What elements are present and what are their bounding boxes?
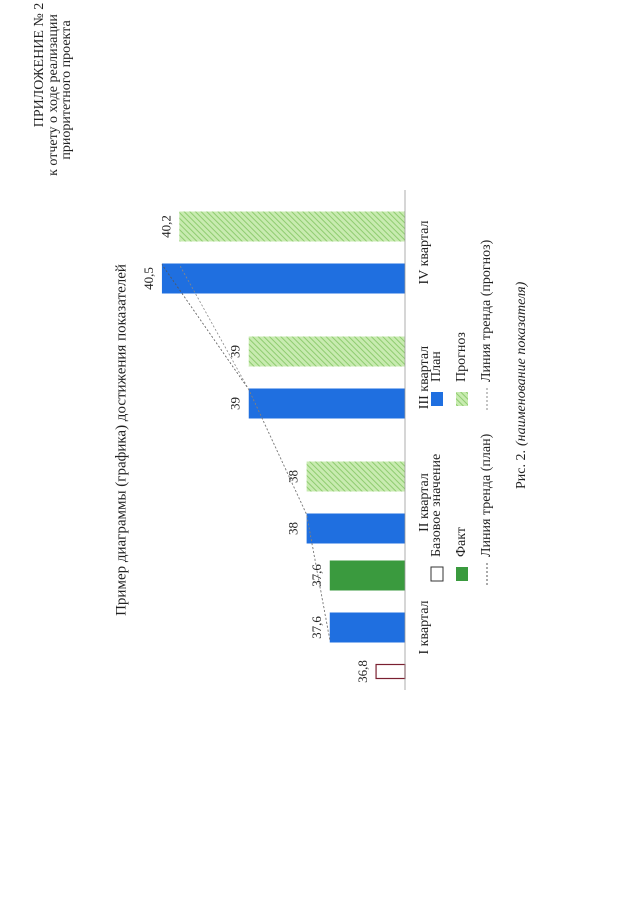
bar bbox=[248, 388, 405, 419]
header-line: к отчету о ходе реализации bbox=[46, 14, 61, 176]
legend-label: План bbox=[429, 351, 444, 382]
x-tick-label: I квартал bbox=[417, 600, 432, 654]
x-tick-label: IV квартал bbox=[417, 221, 432, 285]
bar bbox=[161, 263, 405, 294]
data-label: 36,8 bbox=[355, 660, 370, 683]
legend-label: Факт bbox=[454, 527, 469, 557]
bar bbox=[329, 612, 405, 643]
trend-line bbox=[161, 264, 331, 640]
trend-line bbox=[178, 264, 331, 640]
data-label: 39 bbox=[228, 397, 243, 410]
legend-swatch bbox=[431, 392, 443, 406]
x-tick-label: II квартал bbox=[417, 473, 432, 532]
legend-label: Базовое значение bbox=[429, 454, 444, 557]
data-label: 37,6 bbox=[309, 616, 324, 639]
legend-label: Линия тренда (план) bbox=[479, 433, 494, 557]
data-label: 40,5 bbox=[141, 267, 156, 290]
bar bbox=[306, 513, 406, 544]
bar bbox=[329, 560, 405, 591]
legend-swatch bbox=[456, 392, 468, 406]
data-label: 37,6 bbox=[309, 564, 324, 587]
legend-swatch bbox=[456, 567, 468, 581]
data-label: 38 bbox=[286, 470, 301, 483]
chart-title: Пример диаграммы (графика) достижения по… bbox=[113, 264, 129, 616]
legend-label: Прогноз bbox=[454, 332, 469, 382]
bar bbox=[375, 663, 406, 680]
bar bbox=[179, 211, 405, 242]
x-tick-label: III квартал bbox=[417, 346, 432, 409]
caption-text: (наименование показателя) bbox=[514, 281, 529, 446]
bar bbox=[306, 461, 406, 492]
data-label: 38 bbox=[286, 522, 301, 535]
header-title: ПРИЛОЖЕНИЕ № 2 bbox=[32, 3, 47, 128]
caption-label: Рис. 2. bbox=[514, 450, 529, 489]
data-label: 39 bbox=[228, 345, 243, 358]
data-label: 40,2 bbox=[158, 215, 173, 238]
bar bbox=[248, 336, 405, 367]
legend-swatch bbox=[430, 566, 444, 582]
header-line: приоритетного проекта bbox=[59, 20, 74, 160]
legend-label: Линия тренда (прогноз) bbox=[479, 239, 494, 382]
